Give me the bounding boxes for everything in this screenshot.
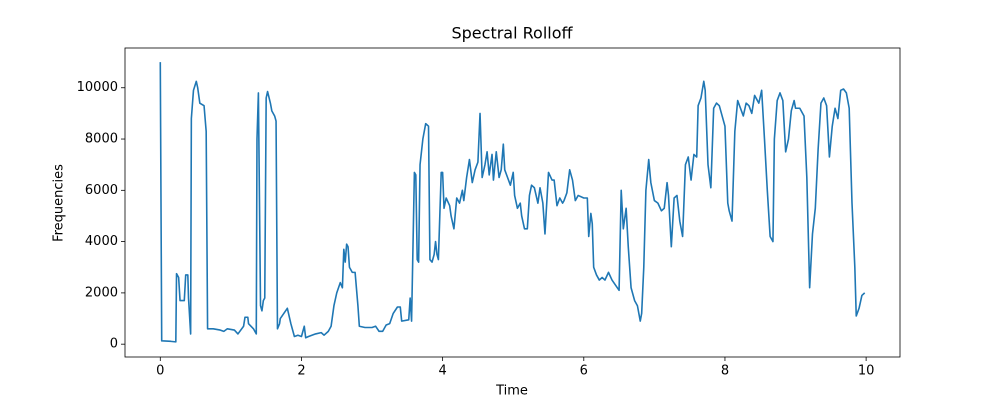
x-tick-label: 0	[156, 364, 164, 379]
x-tick-label: 6	[580, 364, 588, 379]
x-tick-label: 10	[858, 364, 875, 379]
x-tick-label: 8	[721, 364, 729, 379]
y-tick-label: 4000	[85, 234, 118, 249]
y-tick-label: 0	[110, 337, 118, 352]
y-tick-label: 10000	[77, 80, 118, 95]
y-tick-label: 2000	[85, 285, 118, 300]
x-axis-label: Time	[495, 384, 528, 399]
x-tick-label: 4	[438, 364, 446, 379]
y-axis-label: Frequencies	[52, 164, 67, 242]
axes-frame	[124, 47, 901, 358]
y-tick-label: 8000	[85, 132, 118, 147]
y-tick-label: 6000	[85, 183, 118, 198]
data-line	[159, 62, 866, 343]
chart-title: Spectral Rolloff	[451, 24, 573, 43]
x-tick-label: 2	[297, 364, 305, 379]
